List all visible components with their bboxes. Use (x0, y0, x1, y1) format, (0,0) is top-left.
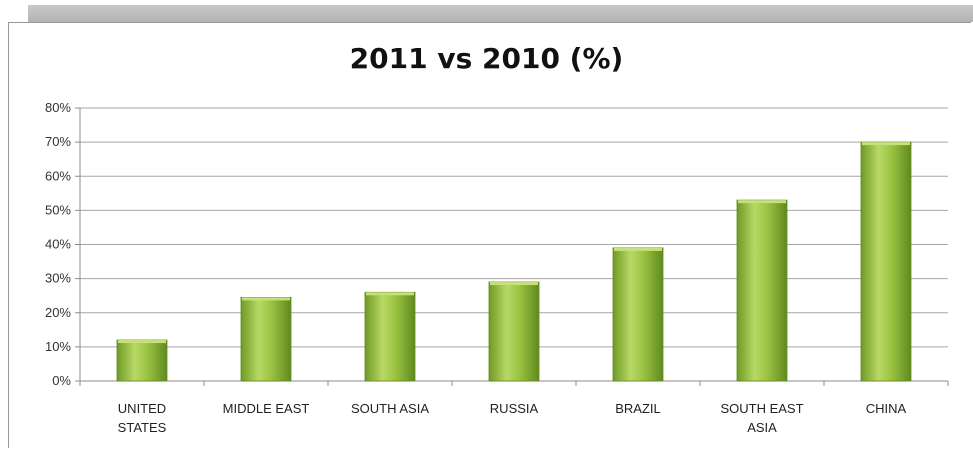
bar (240, 296, 292, 382)
bar (116, 339, 168, 382)
y-axis: 0% 10% 20% 30% 40% 50% 60% 70% 80% (45, 100, 81, 388)
bar (860, 141, 912, 382)
x-tick-label: BRAZIL (615, 401, 661, 416)
chart-title: 2011 vs 2010 (%) (349, 42, 624, 75)
bars (116, 141, 912, 382)
bar-top-highlight (118, 340, 166, 344)
bar-top-highlight (490, 282, 538, 286)
y-tick-label: 40% (45, 237, 71, 252)
y-tick-label: 10% (45, 339, 71, 354)
x-tick-label: MIDDLE EAST (223, 401, 310, 416)
bar (612, 247, 664, 382)
y-tick-label: 70% (45, 134, 71, 149)
x-tick-label: SOUTH EAST ASIA (720, 401, 803, 435)
bar-top-highlight (366, 292, 414, 296)
window-top-bar (28, 5, 973, 22)
x-tick-label: RUSSIA (490, 401, 539, 416)
y-tick-label: 60% (45, 168, 71, 183)
y-tick-label: 80% (45, 100, 71, 115)
y-tick-label: 0% (52, 373, 71, 388)
x-axis: UNITED STATES MIDDLE EAST SOUTH ASIA RUSSIA B… (79, 381, 949, 435)
bar-top-highlight (614, 247, 662, 251)
x-tick-label: CHINA (866, 401, 907, 416)
x-tick-label: SOUTH ASIA (351, 401, 429, 416)
bar-top-highlight (862, 142, 910, 146)
x-tick-label: UNITED STATES (118, 401, 167, 435)
bar (488, 281, 540, 382)
y-tick-label: 50% (45, 202, 71, 217)
bar-top-highlight (242, 297, 290, 301)
y-tick-label: 30% (45, 271, 71, 286)
bar (736, 199, 788, 382)
bar (364, 291, 416, 382)
y-tick-label: 20% (45, 305, 71, 320)
bar-top-highlight (738, 200, 786, 204)
